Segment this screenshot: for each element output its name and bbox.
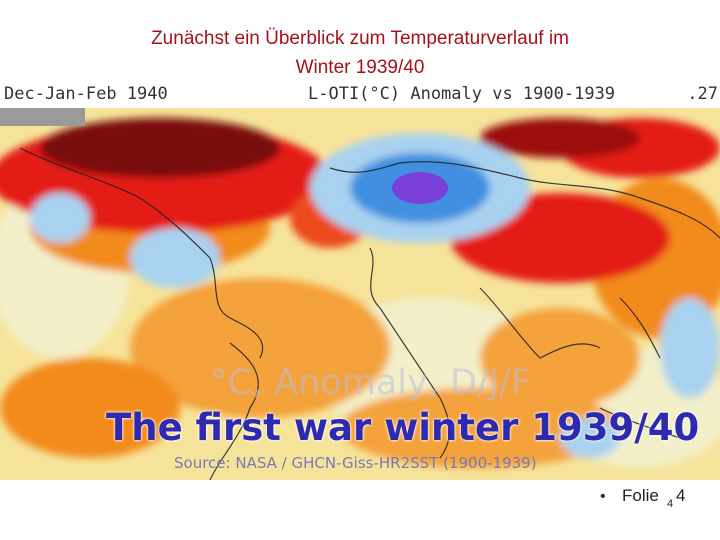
map-period-label: Dec-Jan-Feb 1940 (4, 84, 168, 104)
footer-slide-subscript: 4 (667, 498, 674, 510)
footer-bullet: • (600, 488, 606, 505)
footer-slide-number: 4 (676, 486, 686, 505)
slide-title-line-1: Zunächst ein Überblick zum Temperaturver… (151, 28, 569, 49)
map-watermark: °C, Anomaly, D/J/F (210, 363, 531, 403)
temperature-anomaly-map: Dec-Jan-Feb 1940 L-OTI(°C) Anomaly vs 19… (0, 80, 720, 480)
map-headline: The first war winter 1939/40 (106, 406, 700, 449)
slide-title-line-2: Winter 1939/40 (295, 57, 425, 78)
map-mean-value: .27 (687, 84, 718, 104)
map-canvas (0, 108, 720, 480)
map-metric-label: L-OTI(°C) Anomaly vs 1900-1939 (308, 84, 616, 104)
map-source: Source: NASA / GHCN-Giss-HR2SST (1900-19… (174, 454, 537, 472)
slide-title: Zunächst ein Überblick zum Temperaturver… (60, 24, 660, 82)
map-header: Dec-Jan-Feb 1940 L-OTI(°C) Anomaly vs 19… (0, 80, 720, 108)
footer-slide-label: Folie (622, 486, 659, 505)
